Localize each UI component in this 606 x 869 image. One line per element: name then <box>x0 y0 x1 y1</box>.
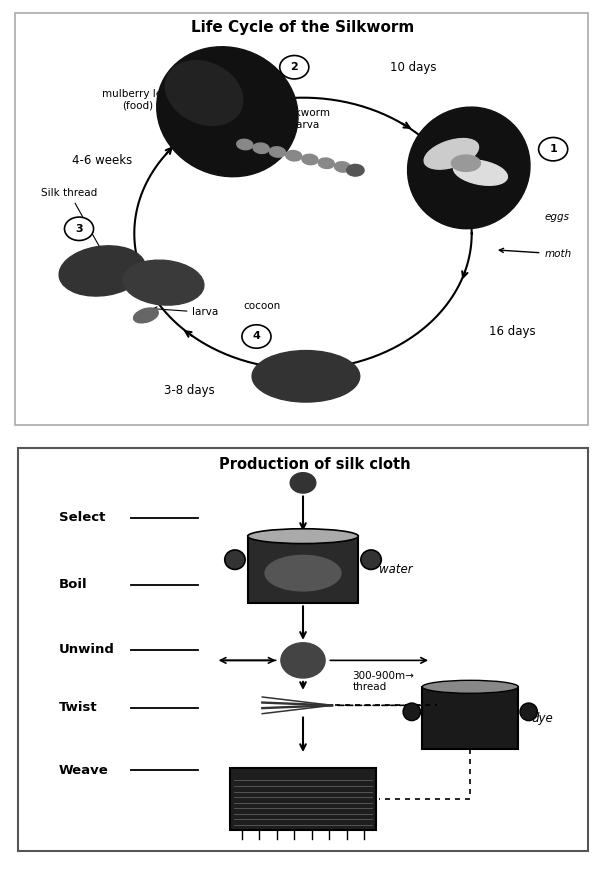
Ellipse shape <box>408 107 530 229</box>
FancyBboxPatch shape <box>230 768 376 831</box>
Ellipse shape <box>123 260 204 305</box>
Ellipse shape <box>133 308 158 323</box>
Circle shape <box>290 473 316 493</box>
Text: Silk thread: Silk thread <box>41 188 103 254</box>
Text: 16 days: 16 days <box>489 325 536 338</box>
FancyBboxPatch shape <box>15 13 588 426</box>
Ellipse shape <box>347 164 364 176</box>
Ellipse shape <box>157 47 298 176</box>
Ellipse shape <box>424 138 479 169</box>
Ellipse shape <box>59 246 145 296</box>
Text: mulberry leaf
(food): mulberry leaf (food) <box>102 90 172 111</box>
Text: 10 days: 10 days <box>390 61 437 74</box>
Text: Select: Select <box>59 511 105 524</box>
Text: 4: 4 <box>253 331 261 342</box>
Text: 2: 2 <box>290 63 298 72</box>
Ellipse shape <box>453 160 507 185</box>
FancyBboxPatch shape <box>18 448 588 852</box>
FancyBboxPatch shape <box>422 687 518 749</box>
Text: Unwind: Unwind <box>59 643 115 656</box>
Ellipse shape <box>451 155 481 171</box>
Text: water: water <box>379 563 412 576</box>
Circle shape <box>281 643 325 678</box>
Circle shape <box>539 137 568 161</box>
Text: 1: 1 <box>549 144 557 154</box>
Ellipse shape <box>253 143 269 154</box>
Ellipse shape <box>165 61 243 125</box>
Ellipse shape <box>520 703 538 720</box>
Text: moth: moth <box>499 249 571 259</box>
Text: cocoon: cocoon <box>244 301 281 311</box>
Ellipse shape <box>361 550 381 569</box>
Ellipse shape <box>264 554 342 592</box>
Text: 3-8 days: 3-8 days <box>164 384 215 397</box>
Text: Life Cycle of the Silkworm: Life Cycle of the Silkworm <box>191 20 415 35</box>
Circle shape <box>242 325 271 348</box>
Ellipse shape <box>403 703 421 720</box>
Text: Silkworm
larva: Silkworm larva <box>282 108 330 129</box>
Circle shape <box>64 217 93 241</box>
Ellipse shape <box>248 528 358 544</box>
Ellipse shape <box>225 550 245 569</box>
Ellipse shape <box>422 680 518 693</box>
Text: 300-900m→
thread: 300-900m→ thread <box>353 671 415 693</box>
Text: Weave: Weave <box>59 764 108 777</box>
Ellipse shape <box>269 147 285 157</box>
Text: dye: dye <box>531 712 553 725</box>
Text: 4-6 weeks: 4-6 weeks <box>72 155 133 168</box>
Ellipse shape <box>302 155 318 165</box>
Text: eggs: eggs <box>544 212 570 222</box>
Text: Boil: Boil <box>59 579 87 591</box>
Text: larva: larva <box>153 307 219 317</box>
Text: Production of silk cloth: Production of silk cloth <box>219 457 410 472</box>
Ellipse shape <box>318 158 335 169</box>
Text: 3: 3 <box>75 224 83 234</box>
FancyBboxPatch shape <box>248 536 358 603</box>
Text: Twist: Twist <box>59 701 98 714</box>
Ellipse shape <box>335 162 351 172</box>
Circle shape <box>280 56 309 79</box>
Ellipse shape <box>237 139 253 149</box>
Ellipse shape <box>285 150 302 161</box>
Ellipse shape <box>252 350 360 402</box>
